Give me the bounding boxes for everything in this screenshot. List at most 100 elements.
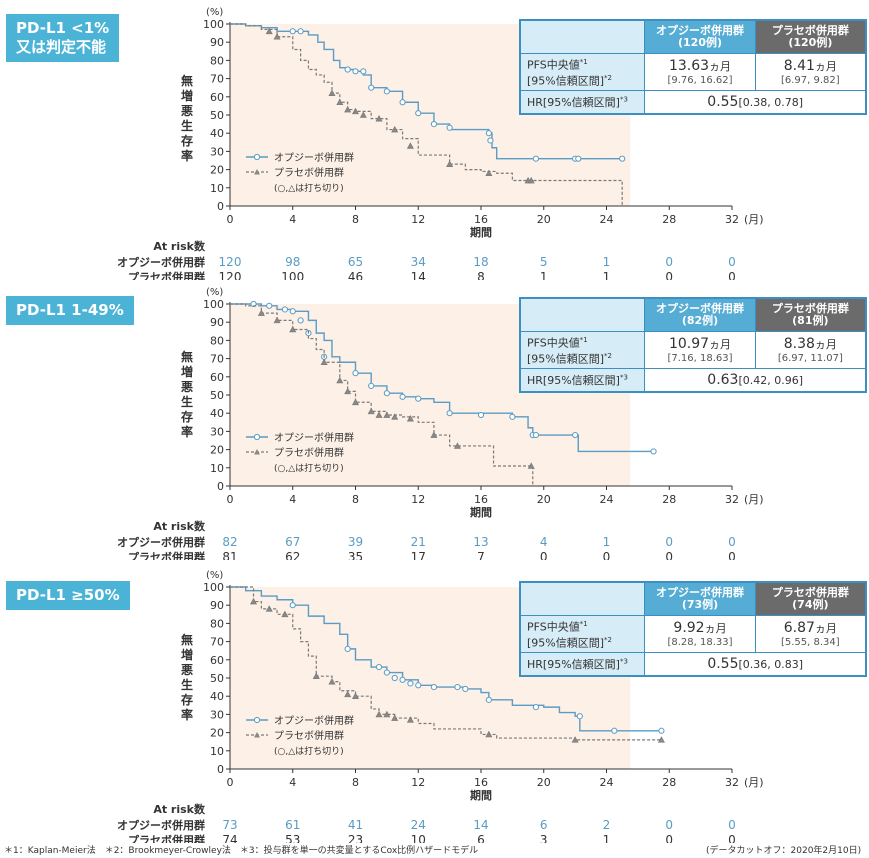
- arm-name: オプジーボ併用群: [656, 302, 744, 315]
- x-tick-label: 24: [600, 776, 614, 789]
- x-tick-label: 0: [227, 493, 234, 506]
- placebo-censor-mark: [406, 142, 414, 149]
- x-tick-label: 20: [537, 213, 551, 226]
- y-tick-label: 20: [210, 164, 224, 177]
- at-risk-arm-placebo: プラセボ併用群: [128, 270, 205, 280]
- placebo-curve: [230, 586, 662, 741]
- arm-name: オプジーボ併用群: [656, 24, 744, 37]
- y-axis-label-char: 悪: [180, 380, 193, 394]
- y-tick-label: 10: [210, 462, 224, 475]
- footnote-mark: *3: [619, 657, 628, 666]
- arm-n: (74例): [792, 598, 829, 611]
- pfs-ci: [6.97, 9.82]: [780, 74, 840, 86]
- placebo-censor-mark: [383, 710, 391, 718]
- x-unit: (月): [744, 213, 764, 226]
- arm-n: (120例): [788, 36, 833, 49]
- at-risk-placebo-value: 0: [728, 833, 736, 843]
- at-risk-opdivo-value: 65: [348, 255, 363, 269]
- at-risk-placebo-value: 0: [665, 550, 673, 560]
- pfs-row-label: PFS中央値*1 [95%信頼区間]*2: [519, 615, 646, 653]
- y-unit: (%): [206, 287, 223, 298]
- opdivo-censor-mark: [415, 682, 422, 689]
- y-axis-label-char: 無: [180, 350, 193, 364]
- y-tick-label: 30: [210, 708, 224, 721]
- pfs-ci: [7.16, 18.63]: [667, 352, 733, 364]
- y-tick-label: 30: [210, 425, 224, 438]
- arm-name: プラセボ併用群: [771, 24, 849, 37]
- pfs-value: 13.63: [668, 57, 710, 74]
- opdivo-censor-mark: [619, 155, 626, 162]
- x-tick-label: 16: [474, 776, 488, 789]
- at-risk-placebo-value: 14: [411, 270, 426, 280]
- at-risk-opdivo-value: 1: [603, 535, 611, 549]
- hr-value: 0.55: [707, 94, 739, 110]
- y-tick-label: 10: [210, 745, 224, 758]
- y-tick-label: 70: [210, 73, 224, 86]
- pfs-opdivo: 10.97ヵ月 [7.16, 18.63]: [644, 331, 756, 369]
- y-tick-label: 90: [210, 316, 224, 329]
- at-risk-opdivo-value: 0: [665, 255, 673, 269]
- y-axis-label: 無 増 悪 生 存 率: [180, 74, 194, 164]
- at-risk-label: At risk数: [153, 802, 206, 816]
- y-axis-label-char: 率: [180, 149, 193, 163]
- placebo-censor-mark: [446, 160, 454, 167]
- x-tick-label: 0: [227, 213, 234, 226]
- legend-label-opdivo: オプジーボ併用群: [274, 431, 354, 444]
- x-unit: (月): [744, 776, 764, 789]
- opdivo-censor-mark: [485, 696, 492, 703]
- placebo-censor-mark: [312, 672, 320, 679]
- y-tick-label: 0: [217, 763, 224, 776]
- at-risk-placebo-value: 1: [603, 833, 611, 843]
- footnote-mark: *2: [604, 352, 613, 360]
- placebo-censor-mark: [344, 387, 352, 395]
- pfs-unit: ヵ月: [704, 621, 727, 635]
- pfs-unit: ヵ月: [814, 621, 837, 635]
- opdivo-censor-mark: [462, 685, 469, 693]
- at-risk-placebo-value: 35: [348, 550, 363, 560]
- at-risk-placebo-value: 46: [348, 270, 363, 280]
- pfs-unit: ヵ月: [814, 59, 837, 73]
- placebo-censor-mark: [375, 710, 383, 718]
- ci-label: [95%信頼区間]: [527, 74, 605, 88]
- at-risk-opdivo-value: 4: [540, 535, 548, 549]
- ci-label: [95%信頼区間]: [527, 352, 605, 366]
- placebo-censor-mark: [527, 176, 535, 184]
- opdivo-censor-mark: [454, 684, 461, 691]
- y-tick-label: 30: [210, 145, 224, 158]
- at-risk-opdivo-value: 0: [665, 818, 673, 832]
- at-risk-opdivo-value: 6: [540, 818, 548, 832]
- x-tick-label: 16: [474, 213, 488, 226]
- y-tick-label: 100: [203, 581, 224, 594]
- y-axis-label-char: 生: [180, 395, 193, 409]
- x-axis-label: 期間: [470, 505, 492, 519]
- at-risk-label: At risk数: [153, 239, 206, 253]
- at-risk-placebo-value: 0: [603, 550, 611, 560]
- opdivo-censor-mark: [352, 370, 359, 377]
- x-tick-label: 32: [725, 213, 739, 226]
- y-axis-label: 無 増 悪 生 存 率: [180, 633, 194, 723]
- at-risk-placebo-value: 74: [222, 833, 237, 843]
- at-risk-placebo-value: 120: [219, 270, 242, 280]
- pfs-placebo: 8.38ヵ月 [6.97, 11.07]: [754, 331, 867, 369]
- pfs-table: オプジーボ併用群 (73例) プラセボ併用群 (74例) PFS中央値*1 [9…: [519, 581, 867, 677]
- placebo-censor-mark: [281, 610, 289, 618]
- y-tick-label: 80: [210, 334, 224, 347]
- y-tick-label: 50: [210, 389, 224, 402]
- pfs-opdivo: 9.92ヵ月 [8.28, 18.33]: [644, 615, 756, 653]
- pfs-value: 6.87: [783, 619, 815, 636]
- y-tick-label: 20: [210, 444, 224, 457]
- arm-n: (73例): [681, 598, 719, 611]
- opdivo-censor-mark: [532, 704, 540, 711]
- pfs-table: オプジーボ併用群 (120例) プラセボ併用群 (120例) PFS中央値*1 …: [519, 19, 867, 115]
- y-axis-label-char: 増: [180, 89, 193, 103]
- table-corner: [519, 582, 646, 616]
- ci-label: [95%信頼区間]: [527, 636, 605, 650]
- subgroup-tag-line: 又は判定不能: [16, 38, 107, 56]
- placebo-censor-mark: [406, 415, 414, 422]
- y-unit: (%): [206, 570, 223, 581]
- opdivo-censor-mark: [650, 448, 657, 455]
- hr-ci: [0.36, 0.83]: [738, 658, 804, 671]
- hr-value-cell: 0.55[0.38, 0.78]: [644, 90, 866, 114]
- table-head-placebo: プラセボ併用群 (120例): [754, 20, 867, 54]
